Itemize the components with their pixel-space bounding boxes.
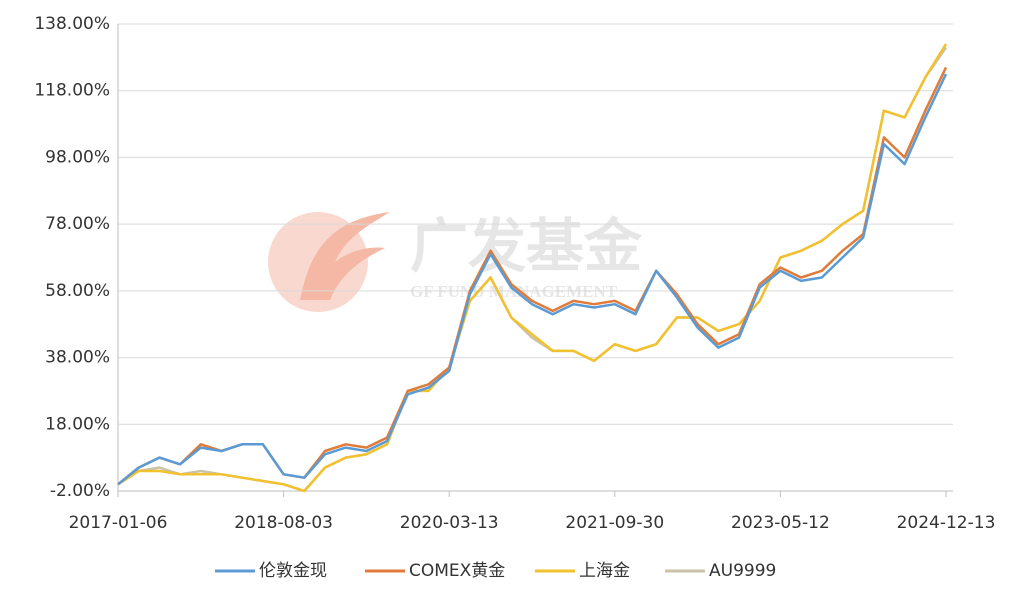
x-tick-label: 2017-01-06 — [69, 513, 168, 533]
x-tick-label: 2024-12-13 — [897, 513, 996, 533]
watermark-subtitle: GF FUND MANAGEMENT — [410, 282, 618, 301]
legend-label: AU9999 — [709, 561, 776, 581]
x-tick-label: 2020-03-13 — [400, 513, 499, 533]
x-tick-label: 2021-09-30 — [565, 513, 664, 533]
y-tick-label: 58.00% — [45, 281, 110, 301]
legend-label: 伦敦金现 — [259, 561, 327, 581]
y-tick-label: 98.00% — [45, 147, 110, 167]
watermark: 广发基金 GF FUND MANAGEMENT — [268, 212, 643, 312]
watermark-title: 广发基金 — [410, 212, 643, 280]
y-tick-label: 38.00% — [45, 348, 110, 368]
y-tick-label: -2.00% — [50, 481, 110, 501]
watermark-logo-mark — [300, 212, 390, 300]
y-tick-label: 18.00% — [45, 414, 110, 434]
legend-label: COMEX黄金 — [409, 561, 505, 581]
x-tick-label: 2023-05-12 — [731, 513, 830, 533]
x-tick-label: 2018-08-03 — [234, 513, 333, 533]
y-tick-label: 138.00% — [34, 14, 110, 34]
legend-label: 上海金 — [579, 561, 630, 581]
y-tick-label: 118.00% — [34, 81, 110, 101]
series-line — [117, 73, 948, 486]
y-tick-label: 78.00% — [45, 214, 110, 234]
series-line — [117, 43, 948, 493]
